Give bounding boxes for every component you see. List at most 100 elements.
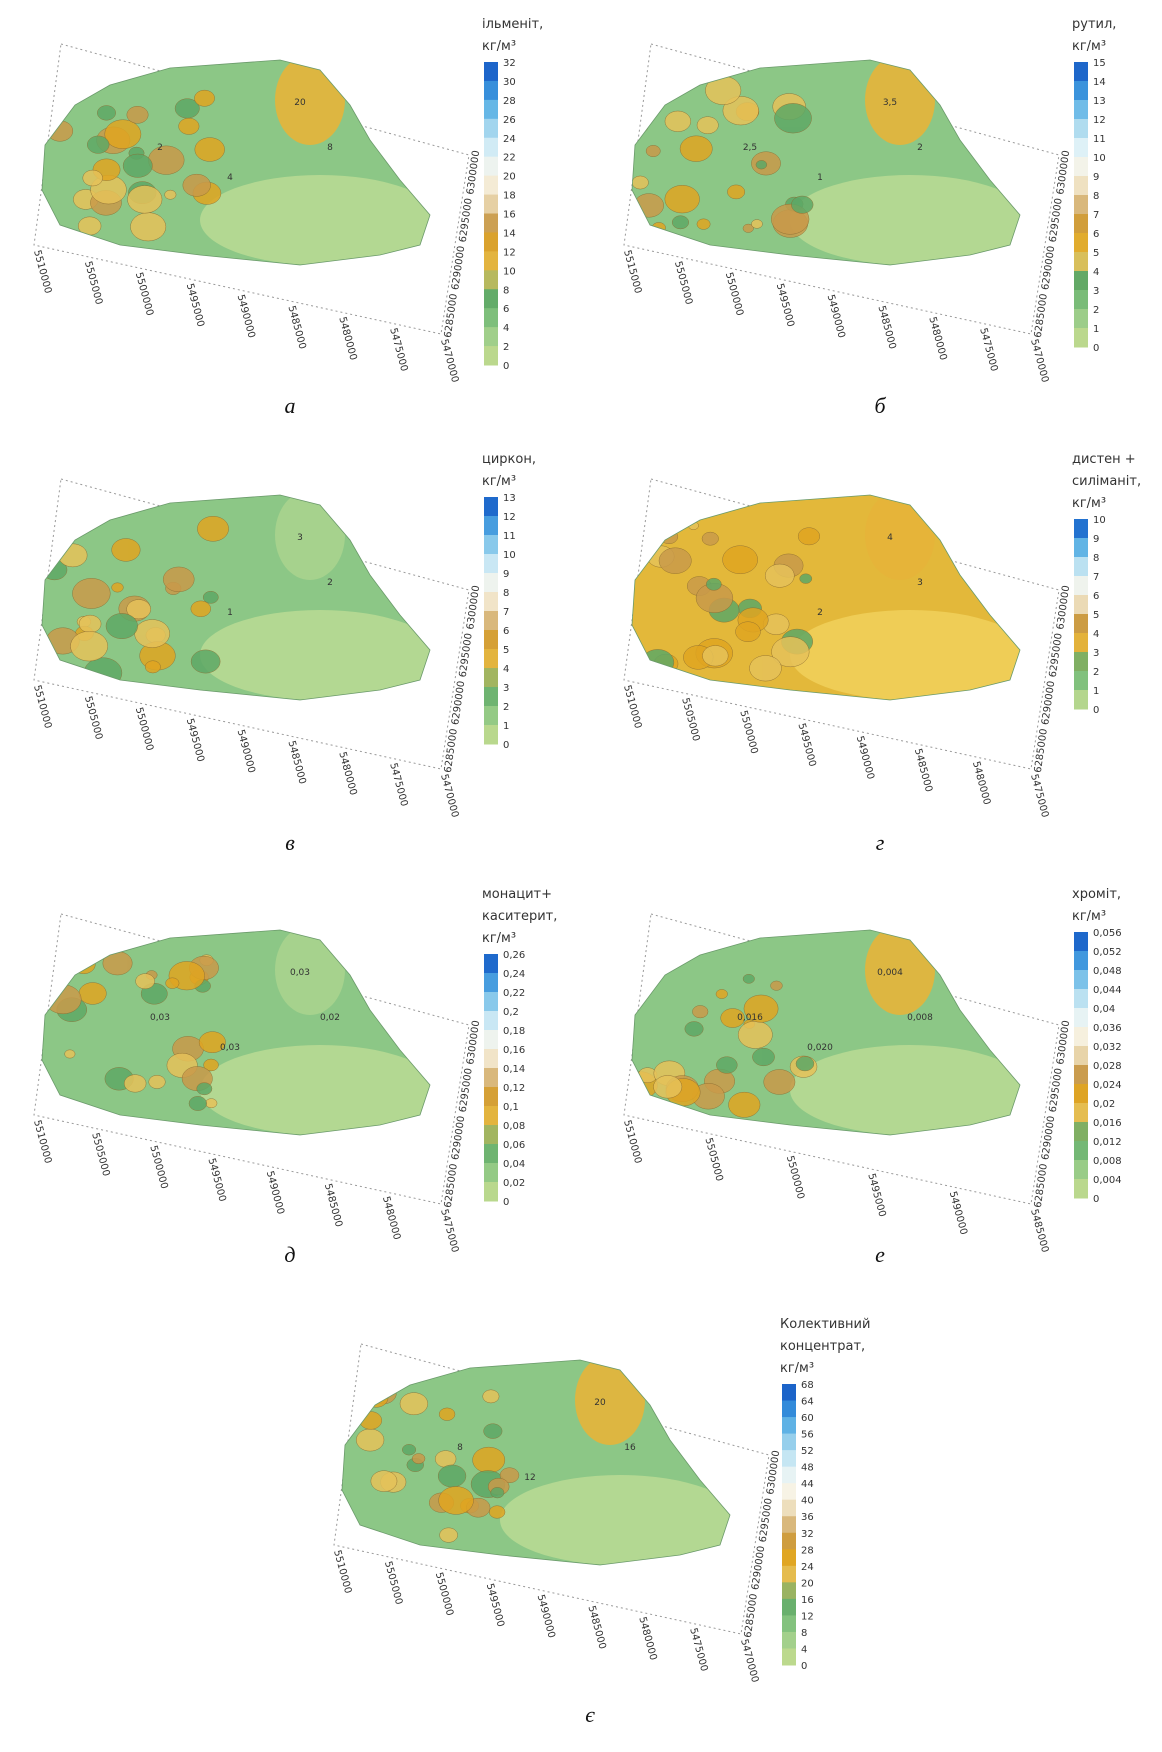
map-zone <box>500 1475 740 1565</box>
contour-label: 1 <box>227 608 233 618</box>
map-anomaly <box>751 220 762 229</box>
y-tick-label: 6295000 <box>1048 1067 1065 1113</box>
colorbar-tick-label: 0,008 <box>1093 1156 1122 1167</box>
contour-label: 2 <box>327 578 333 588</box>
map-anomaly <box>489 1506 505 1519</box>
x-tick-label: 5510000 <box>331 1549 353 1595</box>
map-anomaly <box>735 622 760 642</box>
colorbar-tick-label: 0 <box>1093 705 1099 716</box>
contour-label: 0,03 <box>220 1043 240 1053</box>
colorbar-segment <box>484 687 498 707</box>
y-tick-label: 6295000 <box>458 197 475 243</box>
x-tick-label: 5485000 <box>1028 1208 1050 1254</box>
map-anomaly <box>702 645 728 666</box>
colorbar-tick-label: 5 <box>503 645 509 656</box>
x-tick-label: 5510000 <box>31 1119 53 1165</box>
y-tick-label: 6295000 <box>1048 632 1065 678</box>
colorbar-segment <box>1074 81 1088 101</box>
colorbar-tick-label: 9 <box>1093 534 1099 545</box>
colorbar-segment <box>1074 1027 1088 1047</box>
map-anomaly <box>145 661 160 673</box>
map-anomaly <box>402 1444 416 1455</box>
map-zone <box>200 610 440 700</box>
colorbar-segment <box>484 251 498 270</box>
map-anomaly <box>716 1057 737 1074</box>
y-tick-label: 6295000 <box>458 1067 475 1113</box>
panel-caption: е <box>875 1242 885 1267</box>
colorbar-tick-label: 3 <box>503 683 509 694</box>
x-tick-label: 5510000 <box>621 684 643 730</box>
colorbar-tick-label: 4 <box>503 323 509 334</box>
colorbar-tick-label: 0,02 <box>1093 1099 1115 1110</box>
colorbar-tick-label: 10 <box>503 266 516 277</box>
map-anomaly <box>400 1393 428 1415</box>
map-surface <box>42 925 440 1135</box>
contour-label: 20 <box>594 1398 606 1408</box>
colorbar-tick-label: 10 <box>1093 515 1106 526</box>
colorbar-segment <box>1074 1046 1088 1066</box>
map-anomaly <box>179 118 199 134</box>
colorbar-segment <box>484 992 498 1012</box>
map-surface <box>623 925 1030 1135</box>
map-anomaly <box>197 1083 212 1095</box>
legend-title: концентрат, <box>780 1339 865 1354</box>
colorbar-tick-label: 7 <box>503 607 509 618</box>
colorbar-segment <box>1074 271 1088 291</box>
colorbar-segment <box>1074 633 1088 653</box>
map-zone <box>865 490 935 580</box>
map-anomaly <box>191 650 220 673</box>
colorbar-tick-label: 0,26 <box>503 950 525 961</box>
map-anomaly <box>112 538 141 561</box>
map-panel: 4325510000550500055000005495000549000054… <box>621 452 1141 819</box>
x-tick-label: 5470000 <box>738 1638 760 1684</box>
x-tick-label: 5500000 <box>133 706 155 752</box>
map-anomaly <box>58 544 87 567</box>
map-anomaly <box>653 1075 681 1098</box>
colorbar-tick-label: 0 <box>1093 343 1099 354</box>
colorbar-segment <box>484 611 498 631</box>
y-tick-label: 6290000 <box>750 1545 767 1591</box>
colorbar-segment <box>782 1467 796 1484</box>
colorbar-segment <box>484 592 498 612</box>
map-anomaly <box>356 1429 384 1451</box>
colorbar-tick-label: 18 <box>503 191 516 202</box>
map-anomaly <box>148 146 184 175</box>
colorbar-tick-label: 8 <box>1093 553 1099 564</box>
map-zone <box>275 490 345 580</box>
x-tick-label: 5495000 <box>484 1582 506 1628</box>
map-anomaly <box>127 106 148 123</box>
colorbar-segment <box>782 1417 796 1434</box>
contour-label: 3 <box>297 533 303 543</box>
y-tick-label: 6300000 <box>1055 1020 1072 1066</box>
map-anomaly <box>438 1465 466 1487</box>
map-anomaly <box>632 176 648 189</box>
panel-caption: є <box>585 1702 595 1727</box>
colorbar-tick-label: 4 <box>801 1644 807 1655</box>
map-anomaly <box>765 564 794 587</box>
map-anomaly <box>149 1075 166 1088</box>
colorbar-segment <box>782 1500 796 1517</box>
colorbar-tick-label: 12 <box>801 1611 814 1622</box>
colorbar-segment <box>484 1144 498 1164</box>
colorbar-segment <box>484 573 498 593</box>
colorbar-tick-label: 3 <box>1093 286 1099 297</box>
x-tick-label: 5470000 <box>1028 338 1050 384</box>
colorbar-segment <box>1074 1122 1088 1142</box>
colorbar-tick-label: 8 <box>503 285 509 296</box>
map-anomaly <box>440 1528 458 1543</box>
x-tick-label: 5480000 <box>336 316 358 362</box>
map-anomaly <box>728 1092 760 1117</box>
colorbar-tick-label: 3 <box>1093 648 1099 659</box>
colorbar-segment <box>1074 557 1088 577</box>
map-anomaly <box>634 1103 650 1116</box>
map-anomaly <box>194 90 214 106</box>
colorbar-tick-label: 24 <box>801 1562 814 1573</box>
x-tick-label: 5490000 <box>854 735 876 781</box>
colorbar-tick-label: 0,18 <box>503 1026 525 1037</box>
colorbar-segment <box>484 706 498 726</box>
colorbar-segment <box>1074 932 1088 952</box>
colorbar-segment <box>484 516 498 536</box>
colorbar-tick-label: 1 <box>503 721 509 732</box>
